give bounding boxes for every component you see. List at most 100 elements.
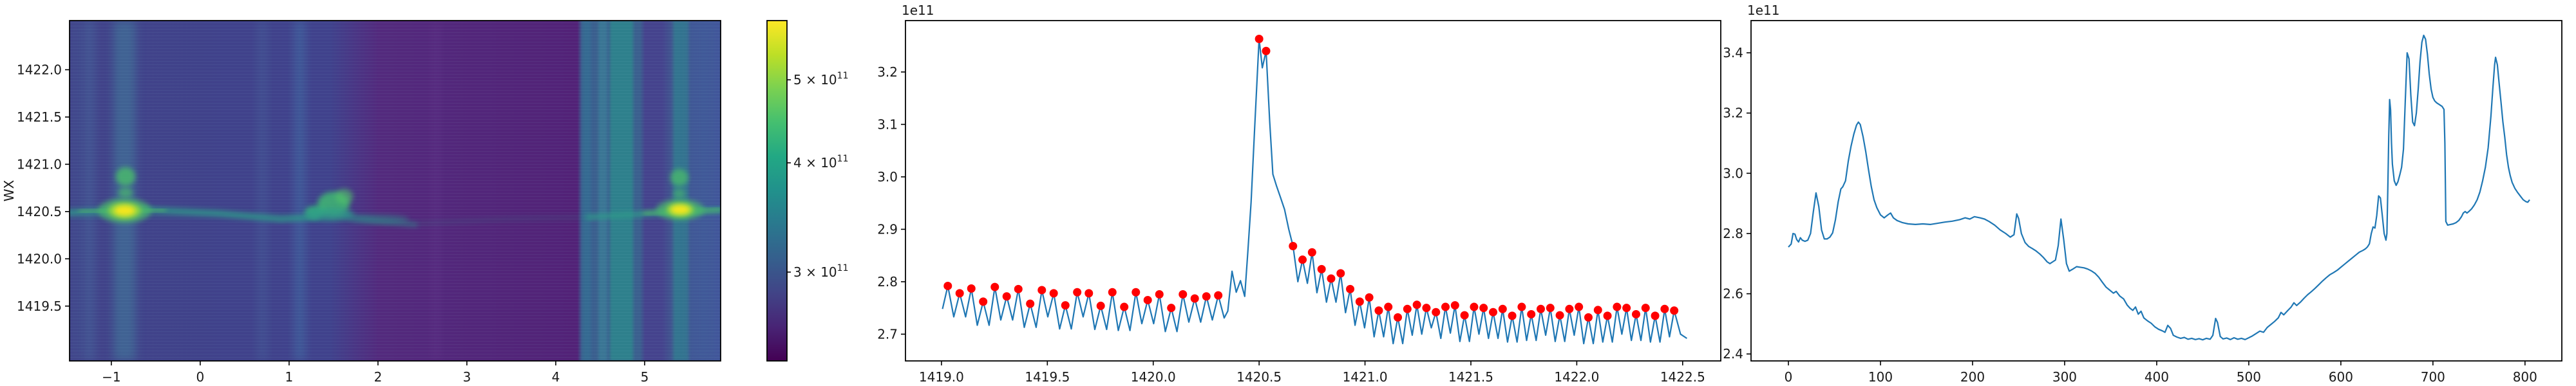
x-tick-label: 600 [2329, 369, 2353, 385]
peak-marker [1660, 304, 1669, 313]
peak-marker [1108, 288, 1117, 297]
y-tick-label: 3.4 [1723, 45, 1743, 60]
peak-marker [1190, 294, 1199, 303]
x-tick-label: 3 [463, 369, 471, 385]
peak-marker [990, 282, 999, 291]
drift-scan-profile-panel: 0 100 200 300 400 500 600 700 800 2.4 2.6 2.8 3.0 3.2… [1723, 3, 2562, 385]
peak-marker [1422, 304, 1431, 313]
heatmap-emission-blob [114, 205, 136, 216]
peak-marker [1432, 308, 1441, 317]
peak-marker [1073, 288, 1082, 297]
peak-marker [1584, 313, 1593, 322]
x-tick-label: 1420.5 [1236, 369, 1282, 385]
x-tick-label: 400 [2145, 369, 2169, 385]
x-tick-label: 2 [374, 369, 383, 385]
x-tick-label: 800 [2513, 369, 2537, 385]
peak-marker [1536, 304, 1545, 313]
peak-marker [1132, 288, 1141, 297]
x-tick-label: 1422.0 [1554, 369, 1599, 385]
peak-marker [1336, 269, 1345, 278]
heatmap-emission-blob [670, 169, 688, 187]
x-tick-label: 1422.5 [1660, 369, 1705, 385]
peak-marker [1412, 300, 1421, 309]
y-tick-label: 2.9 [877, 221, 898, 237]
heatmap-emission-blob [304, 207, 354, 221]
x-tick-label: 1420.0 [1131, 369, 1176, 385]
y-axis-label: WX [1, 179, 17, 201]
spectrum-with-peak-markers-panel: 1419.0 1419.5 1420.0 1420.5 1421.0 1421.5 1422… [877, 3, 1721, 385]
y-tick-label: 1421.5 [17, 109, 62, 125]
heatmap-axes: −1 0 1 2 3 4 5 1419.5 1420.0 1420.5 1421.0 1421.5 14… [1, 20, 721, 385]
heatmap-emission-blob [118, 187, 133, 198]
peak-marker [1489, 308, 1498, 317]
peak-marker [1670, 306, 1679, 315]
y-tick-label: 2.6 [1723, 286, 1743, 302]
peak-marker [1527, 309, 1536, 318]
y-tick-label: 2.8 [1723, 226, 1743, 241]
peak-marker [1037, 286, 1046, 295]
y-tick-label: 1419.5 [17, 299, 62, 314]
peak-marker [1555, 311, 1564, 320]
heatmap-emission-blob [115, 167, 136, 187]
y-tick-label: 3.2 [877, 64, 898, 80]
peak-marker [1593, 306, 1602, 315]
heatmap-image [70, 21, 721, 361]
y-tick-label: 3.0 [1723, 165, 1743, 181]
x-tick-label: 1419.0 [919, 369, 964, 385]
peak-marker [1575, 302, 1584, 311]
peak-marker [955, 289, 964, 298]
peak-marker [1255, 35, 1264, 44]
peak-marker [1374, 306, 1383, 315]
peak-marker [1479, 304, 1488, 313]
peak-marker [1084, 289, 1094, 298]
x-tick-label: 5 [641, 369, 649, 385]
y-tick-label: 2.7 [877, 326, 898, 342]
peak-marker [1002, 292, 1011, 301]
axes-frame [905, 20, 1721, 362]
y-tick-label: 2.4 [1723, 346, 1743, 362]
peak-marker [967, 284, 976, 293]
peak-marker [1096, 301, 1105, 310]
colorbar: 3 × 1011 4 × 1011 5 × 1011 [766, 20, 848, 362]
peak-marker [1049, 289, 1058, 298]
peak-marker [1651, 311, 1660, 320]
peak-marker [1214, 291, 1223, 300]
axis-offset-label: 1e11 [902, 3, 934, 18]
peak-marker [1546, 304, 1555, 313]
x-tick-label: 1421.5 [1448, 369, 1493, 385]
y-tick-label: 1422.0 [17, 62, 62, 77]
peak-marker [1403, 304, 1412, 313]
peak-marker [1355, 297, 1364, 306]
peak-marker [1155, 290, 1164, 299]
x-tick-label: 100 [1868, 369, 1893, 385]
peak-marker [1289, 241, 1298, 250]
x-tick-label: 700 [2421, 369, 2445, 385]
heatmap-emission-blob [673, 188, 686, 199]
peak-marker [1631, 309, 1640, 318]
x-tick-label: 1421.0 [1343, 369, 1388, 385]
colorbar-tick-label: 3 × 1011 [793, 263, 848, 280]
peak-marker [1061, 301, 1070, 310]
y-tick-label: 3.1 [877, 116, 898, 132]
peak-marker [1179, 290, 1188, 299]
axis-offset-label: 1e11 [1747, 3, 1779, 18]
peak-marker [1460, 311, 1469, 320]
axes-frame [69, 20, 721, 362]
peak-marker [1202, 292, 1211, 301]
peak-marker [1014, 284, 1023, 293]
x-tick-label: 200 [1960, 369, 1985, 385]
peak-marker [1622, 304, 1631, 313]
peak-marker [1565, 304, 1574, 313]
peak-marker [1143, 295, 1152, 304]
peak-marker [1498, 304, 1507, 313]
peak-marker [1026, 299, 1035, 308]
peak-marker [1517, 302, 1526, 311]
x-tick-label: 4 [552, 369, 560, 385]
peak-marker [1298, 255, 1307, 264]
peak-marker [1317, 264, 1326, 273]
y-tick-label: 3.2 [1723, 106, 1743, 121]
peak-marker [1441, 302, 1450, 311]
data-line [1788, 34, 2530, 341]
